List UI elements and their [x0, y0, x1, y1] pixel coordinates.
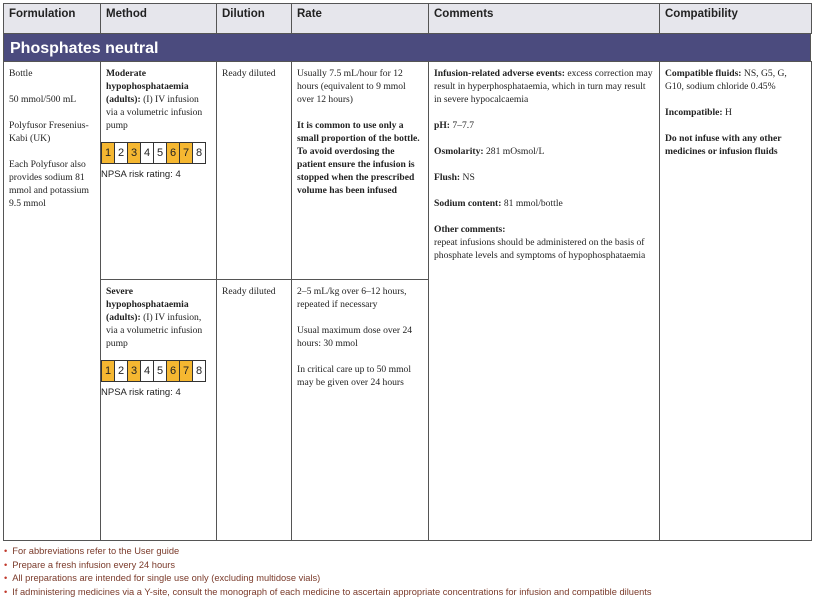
compatibility-item: Compatible fluids: NS, G5, G, G10, sodiu…: [665, 67, 806, 93]
compatibility-label: Incompatible:: [665, 107, 723, 118]
rate-text: In critical care up to 50 mmol may be gi…: [297, 364, 412, 388]
risk-box: 6: [166, 360, 180, 382]
compatibility-label: Do not infuse with any other medicines o…: [665, 133, 782, 157]
method-text: Moderate hypophosphataemia (adults): (I)…: [106, 67, 211, 132]
comment-label: Osmolarity:: [434, 146, 484, 157]
comment-text: 7–7.7: [452, 120, 474, 131]
compatibility-item: Do not infuse with any other medicines o…: [665, 132, 806, 158]
column-header: Compatibility: [659, 3, 812, 34]
column-header: Formulation: [3, 3, 101, 34]
bullet: •: [4, 559, 8, 570]
risk-box: 3: [127, 142, 141, 164]
column-header: Rate: [291, 3, 429, 34]
dilution-cell: Ready diluted: [216, 61, 292, 280]
method-bold: Severe hypophosphataemia (adults):: [106, 286, 189, 323]
rate-text: Usually 7.5 mL/hour for 12 hours (equiva…: [297, 68, 406, 105]
formulation-text: 50 mmol/500 mL: [9, 94, 77, 105]
risk-box: 4: [140, 142, 154, 164]
method-bold: Moderate hypophosphataemia (adults):: [106, 68, 189, 105]
comment: pH: 7–7.7: [434, 119, 654, 132]
bullet: •: [4, 546, 8, 556]
comment-text: 81 mmol/bottle: [503, 198, 563, 209]
footnote-text: Prepare a fresh infusion every 24 hours: [12, 559, 176, 570]
rate-cell: 2–5 mL/kg over 6–12 hours, repeated if n…: [291, 279, 429, 541]
dilution-cell: Ready diluted: [216, 279, 292, 541]
comment: Flush: NS: [434, 171, 654, 184]
comment: Osmolarity: 281 mOsmol/L: [434, 145, 654, 158]
formulation-text: Bottle: [9, 68, 33, 79]
method-cell: Severe hypophosphataemia (adults): (I) I…: [100, 279, 217, 541]
method-cell: Moderate hypophosphataemia (adults): (I)…: [100, 61, 217, 280]
risk-box: 5: [153, 360, 167, 382]
rate-text: Usual maximum dose over 24 hours: 30 mmo…: [297, 325, 413, 349]
rate-text: It is common to use only a small proport…: [297, 120, 420, 196]
bullet: •: [4, 573, 8, 583]
dilution-text: Ready diluted: [222, 68, 276, 79]
rate-text: 2–5 mL/kg over 6–12 hours, repeated if n…: [297, 286, 407, 310]
footnote: • All preparations are intended for singl…: [4, 572, 652, 586]
rate-cell: Usually 7.5 mL/hour for 12 hours (equiva…: [291, 61, 429, 280]
comment-label: pH:: [434, 120, 450, 131]
comment-label: Flush:: [434, 172, 461, 183]
risk-rating: NPSA risk rating: 4: [101, 169, 181, 180]
risk-box: 8: [192, 360, 206, 382]
comment-text: repeat infusions should be administered …: [434, 237, 646, 261]
risk-box: 8: [192, 142, 206, 164]
comment-label: Sodium content:: [434, 198, 502, 209]
risk-box: 4: [140, 360, 154, 382]
comment: Sodium content: 81 mmol/bottle: [434, 197, 654, 210]
column-header: Comments: [428, 3, 660, 34]
risk-rating: NPSA risk rating: 4: [101, 387, 181, 398]
column-header: Dilution: [216, 3, 292, 34]
risk-box: 1: [101, 360, 115, 382]
method-detail: (I) IV infusion, via a volumetric infusi…: [106, 312, 203, 349]
formulation-text: Each Polyfusor also provides sodium 81 m…: [9, 159, 89, 209]
risk-box: 7: [179, 142, 193, 164]
risk-box: 7: [179, 360, 193, 382]
formulation-cell: Bottle 50 mmol/500 mL Polyfusor Fresenius-…: [3, 61, 101, 541]
risk-box: 2: [114, 360, 128, 382]
footnote: • If administering medicines via a Y-site…: [4, 586, 652, 600]
footnote-text: All preparations are intended for single…: [12, 573, 321, 583]
compatibility-item: Incompatible: H: [665, 106, 806, 119]
comment-label: Other comments:: [434, 224, 506, 235]
risk-box: 6: [166, 142, 180, 164]
footnote: • For abbreviations refer to the User gui…: [4, 545, 652, 559]
comment-text: excess correction may result in hyperpho…: [434, 68, 653, 105]
dilution-text: Ready diluted: [222, 286, 276, 297]
comments-cell: Infusion-related adverse events: excess …: [428, 61, 660, 541]
formulation-text: Polyfusor Fresenius-Kabi (UK): [9, 120, 89, 144]
comment-text: 281 mOsmol/L: [485, 146, 545, 157]
compatibility-cell: Compatible fluids: NS, G5, G, G10, sodiu…: [659, 61, 812, 541]
footnotes: • For abbreviations refer to the User gui…: [4, 545, 652, 599]
comment: Infusion-related adverse events: excess …: [434, 67, 654, 106]
risk-box: 5: [153, 142, 167, 164]
risk-box: 2: [114, 142, 128, 164]
compatibility-text: NS, G5, G, G10, sodium chloride 0.45%: [665, 68, 787, 92]
section-title: Phosphates neutral: [3, 33, 811, 62]
compatibility-text: H: [724, 107, 732, 118]
footnote-text: If administering medicines via a Y-site,…: [12, 586, 652, 597]
column-header: Method: [100, 3, 217, 34]
footnote: • Prepare a fresh infusion every 24 hours: [4, 559, 652, 573]
method-text: Severe hypophosphataemia (adults): (I) I…: [106, 285, 211, 350]
bullet: •: [4, 586, 8, 597]
footnote-text: For abbreviations refer to the User guid…: [12, 546, 180, 556]
compatibility-label: Compatible fluids:: [665, 68, 742, 79]
comment: Other comments: repeat infusions should b…: [434, 223, 654, 262]
method-detail: (I) IV infusion via a volumetric infusio…: [106, 94, 203, 131]
risk-box: 3: [127, 360, 141, 382]
comment-text: NS: [462, 172, 475, 183]
risk-box: 1: [101, 142, 115, 164]
comment-label: Infusion-related adverse events:: [434, 68, 565, 79]
